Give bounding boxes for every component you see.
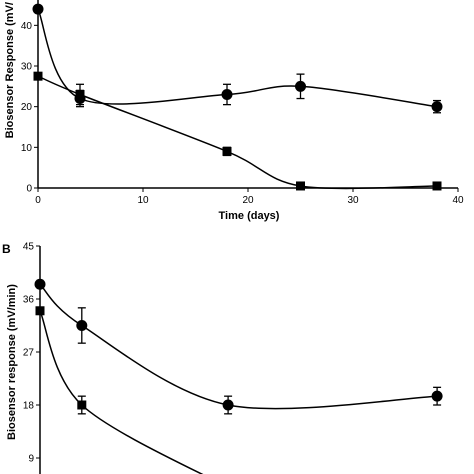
panel-b-series [34,278,443,474]
panel-b-ticks: 9 18 27 36 45 [23,242,40,465]
panel-a-series [32,3,443,191]
panel-a-circle-point [431,101,443,113]
panel-a-y-axis-title: Biosensor Response (mV/ [4,2,16,138]
panel-b-y-tick-label: 45 [23,242,35,253]
panel-b-y-axis-title: Biosensor response (mV/min) [6,284,18,440]
panel-b-chart: B 9 18 27 36 45 Biosensor response (mV/min) [2,242,443,474]
panel-a-square-point [33,71,43,81]
panel-b-y-tick-label: 18 [23,401,35,412]
panel-a-y-tick-label: 10 [21,143,33,154]
panel-a-square-point [296,181,305,191]
panel-a-circle-point [32,3,44,15]
panel-b-square-point [77,400,87,410]
panel-b-y-tick-label: 27 [23,348,35,359]
panel-a-x-tick-label: 10 [137,195,149,206]
panel-b-series-2-line [39,310,204,474]
panel-a-circle-point [295,80,306,92]
panel-b-y-tick-label: 9 [28,454,34,465]
panel-a-chart: 0 10 20 30 40 0 10 20 30 40 Time (days) Biosensor… [4,0,464,222]
panel-b-circle-point [431,390,443,402]
panel-a-square-point [432,181,442,191]
panel-a-y-tick-label: 40 [21,21,33,32]
panel-b-circle-point [222,399,234,411]
panel-a-y-tick-label: 0 [26,184,32,195]
panel-a-x-tick-label: 0 [35,195,41,206]
panel-a-x-tick-label: 30 [347,195,359,206]
panel-a-y-tick-label: 30 [21,62,33,73]
panel-b-y-tick-label: 36 [23,295,35,306]
panel-a-x-tick-label: 20 [242,195,254,206]
panel-b-circle-point [34,278,46,290]
panel-a-ticks: 0 10 20 30 40 0 10 20 30 40 [21,21,464,206]
panel-a-square-point [75,89,85,99]
panel-a-y-tick-label: 20 [21,102,33,113]
panel-b-series-1-line [39,283,438,410]
panel-b-label: B [2,242,11,256]
panel-a-circle-point [221,88,233,100]
panel-b-square-point [35,306,45,316]
panel-a-square-point [222,146,232,156]
panel-a-x-tick-label: 40 [452,195,464,206]
panel-a-series-1-line [37,8,438,108]
panel-a-x-axis-title: Time (days) [219,210,280,222]
panel-b-circle-point [76,320,88,331]
